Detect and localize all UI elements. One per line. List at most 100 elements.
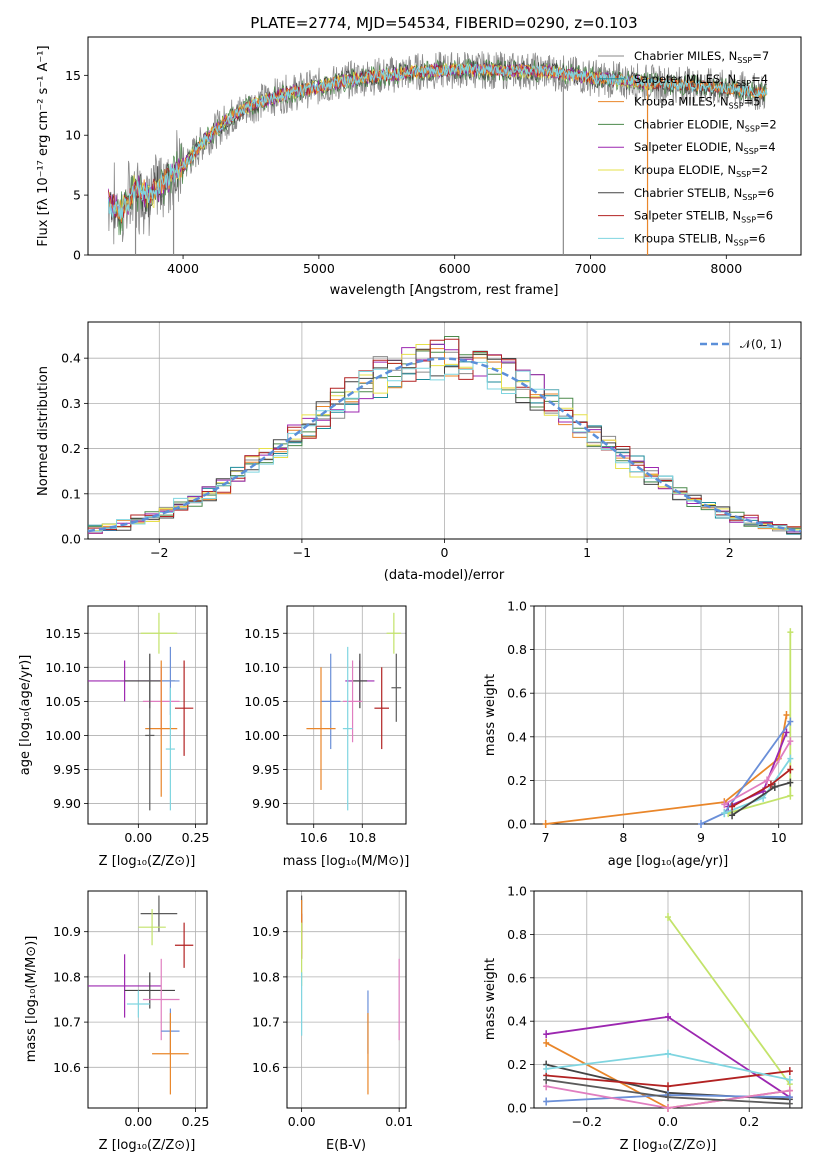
age-vs-metallicity-ylabel: age [log₁₀(age/yr)] <box>18 655 33 776</box>
age-vs-metallicity-xlabel: Z [log₁₀(Z/Z⊙)] <box>99 854 196 869</box>
legend-label-subscript: SSP <box>744 147 759 156</box>
weight-vs-age-xtick-label: 7 <box>542 830 550 845</box>
weight-vs-Z-xtick-label: 0.2 <box>739 1114 759 1129</box>
legend-label: Chabrier STELIB, NSSP=6 <box>634 186 774 202</box>
age-vs-Z-ytick-label: 10.10 <box>45 660 81 675</box>
residual-xlabel: (data-model)/error <box>384 568 505 583</box>
age-vs-mass-frame <box>286 605 407 825</box>
residuals-ytick-label: 0.3 <box>61 396 81 411</box>
age-vs-Z-xtick-label: 0.00 <box>124 830 152 845</box>
age-vs-mass-xtick-label: 10.6 <box>300 830 328 845</box>
age-vs-Z-ytick-label: 9.95 <box>53 762 81 777</box>
age-vs-mass-ytick-label: 9.90 <box>252 796 280 811</box>
mass-vs-metallicity-xlabel: Z [log₁₀(Z/Z⊙)] <box>99 1138 196 1153</box>
legend-label-base: Salpeter ELODIE, N <box>634 140 744 154</box>
mass-vs-ebv-panel: E(B-V) 0.00 0.01 10.6 10.7 10.8 10.9 <box>252 890 413 1153</box>
spectrum-ylabel: Flux [fλ 10⁻¹⁷ erg cm⁻² s⁻¹ A⁻¹] <box>36 45 51 246</box>
mass-vs-EBV-ytick-label: 10.6 <box>252 1060 280 1075</box>
mass-vs-metallicity-frame <box>87 890 208 1109</box>
legend-label-base: Kroupa STELIB, N <box>634 231 734 245</box>
age-vs-metallicity-panel: Z [log₁₀(Z/Z⊙)] age [log₁₀(age/yr)] 0.00… <box>18 605 210 869</box>
legend-label-subscript: SSP <box>742 193 757 202</box>
mass-vs-EBV-ytick-label: 10.9 <box>252 924 280 939</box>
residual-legend-label: 𝒩(0, 1) <box>740 337 782 351</box>
spectrum-xtick-label: 4000 <box>167 261 199 276</box>
weight-vs-Z-ytick-label: 1.0 <box>507 884 527 899</box>
spectrum-series-line <box>107 63 768 220</box>
legend-label-subscript: SSP <box>736 170 751 179</box>
weight-vs-Z-ytick-label: 0.0 <box>507 1101 527 1116</box>
weight-vs-Z-xtick-label: 0.0 <box>658 1114 678 1129</box>
legend-label-tail: =6 <box>757 186 774 200</box>
mass-vs-metallicity-panel: Z [log₁₀(Z/Z⊙)] mass [log₁₀(M/M⊙)] 0.00 0… <box>24 890 209 1153</box>
mass-vs-Z-xtick-label: 0.00 <box>124 1114 152 1129</box>
age-vs-mass-xtick-label: 10.8 <box>348 830 376 845</box>
age-vs-mass-ytick-label: 10.00 <box>244 728 280 743</box>
weight-vs-age-ytick-label: 0.0 <box>507 817 527 832</box>
mass-weight-series-line <box>545 714 788 825</box>
legend-label-tail: =7 <box>752 49 769 63</box>
legend-label-subscript: SSP <box>741 216 756 225</box>
legend-label-subscript: SSP <box>745 124 760 133</box>
weight-vs-Z-ytick-label: 0.4 <box>507 1014 527 1029</box>
legend-label: Chabrier ELODIE, NSSP=2 <box>634 117 777 133</box>
weight-vs-age-xtick-label: 10 <box>771 830 787 845</box>
weight-vs-age-ytick-label: 0.2 <box>507 773 527 788</box>
mass-vs-Z-ytick-label: 10.8 <box>53 969 81 984</box>
age-vs-Z-ytick-label: 10.15 <box>45 626 81 641</box>
residuals-xtick-label: −2 <box>150 545 168 560</box>
age-vs-mass-ytick-label: 9.95 <box>252 762 280 777</box>
legend-label: Salpeter MILES, NSSP=4 <box>634 72 768 88</box>
spectrum-frame <box>87 36 802 256</box>
weight-vs-age-frame <box>533 605 803 825</box>
age-vs-mass-panel: mass [log₁₀(M/M⊙)] 10.6 10.8 9.90 9.95 10.00… <box>244 605 410 869</box>
residuals-xtick-label: 1 <box>583 545 591 560</box>
residual-legend: 𝒩(0, 1) <box>700 337 782 351</box>
mass-vs-EBV-xtick-label: 0.00 <box>288 1114 316 1129</box>
mass-vs-Z-ytick-label: 10.9 <box>53 924 81 939</box>
residual-histogram-series <box>88 338 801 530</box>
legend-label-base: Kroupa MILES, N <box>634 95 729 109</box>
mass-vs-Z-ytick-label: 10.6 <box>53 1060 81 1075</box>
legend-label-base: Chabrier ELODIE, N <box>634 117 745 131</box>
residuals-xtick-label: 2 <box>726 545 734 560</box>
weight-vs-Z-ytick-label: 0.2 <box>507 1057 527 1072</box>
age-vs-metallicity-frame <box>87 605 208 825</box>
residuals-ytick-label: 0.4 <box>61 351 81 366</box>
weight-vs-Z-xtick-label: −0.2 <box>572 1114 602 1129</box>
legend-label-tail: =4 <box>751 72 768 86</box>
legend-label-subscript: SSP <box>729 102 744 111</box>
legend-label-base: Salpeter MILES, N <box>634 72 736 86</box>
age-vs-Z-xtick-label: 0.25 <box>182 830 210 845</box>
spectrum-panel: PLATE=2774, MJD=54534, FIBERID=0290, z=0… <box>36 14 802 298</box>
legend-label-base: Kroupa ELODIE, N <box>634 163 736 177</box>
spectrum-xlabel: wavelength [Angstrom, rest frame] <box>330 283 559 298</box>
residual-ylabel: Normed distribution <box>36 366 51 496</box>
spectrum-ytick-label: 0 <box>73 248 81 263</box>
weight-vs-age-ytick-label: 0.6 <box>507 686 527 701</box>
legend-label-subscript: SSP <box>736 79 751 88</box>
mass-vs-EBV-grid <box>287 891 406 1108</box>
legend-label-tail: =2 <box>760 117 777 131</box>
legend-label: Chabrier MILES, NSSP=7 <box>634 49 769 65</box>
weight-vs-metallicity-ylabel: mass weight <box>483 958 498 1040</box>
legend-label-subscript: SSP <box>734 238 749 247</box>
age-vs-mass-ytick-label: 10.05 <box>244 694 280 709</box>
spectrum-ytick-label: 15 <box>65 68 81 83</box>
age-vs-mass-ytick-label: 10.10 <box>244 660 280 675</box>
weight-vs-age-ylabel: mass weight <box>483 674 498 756</box>
spectrum-xtick-label: 5000 <box>303 261 335 276</box>
age-vs-mass-xlabel: mass [log₁₀(M/M⊙)] <box>283 854 410 869</box>
legend-label-base: Chabrier STELIB, N <box>634 186 742 200</box>
spectrum-ylabel-text: Flux [fλ 10⁻¹⁷ erg cm⁻² s⁻¹ A⁻¹] <box>36 45 51 246</box>
spectrum-series-line <box>108 63 768 223</box>
spectrum-ytick-label: 10 <box>65 128 81 143</box>
spectrum-title: PLATE=2774, MJD=54534, FIBERID=0290, z=0… <box>250 14 637 32</box>
residuals-xtick-label: −1 <box>293 545 311 560</box>
age-vs-mass-grid <box>287 606 406 824</box>
legend-label: Salpeter STELIB, NSSP=6 <box>634 209 773 225</box>
legend-label-tail: =6 <box>749 231 766 245</box>
mass-vs-ebv-xlabel: E(B-V) <box>326 1138 366 1153</box>
age-vs-Z-grid <box>88 606 207 824</box>
